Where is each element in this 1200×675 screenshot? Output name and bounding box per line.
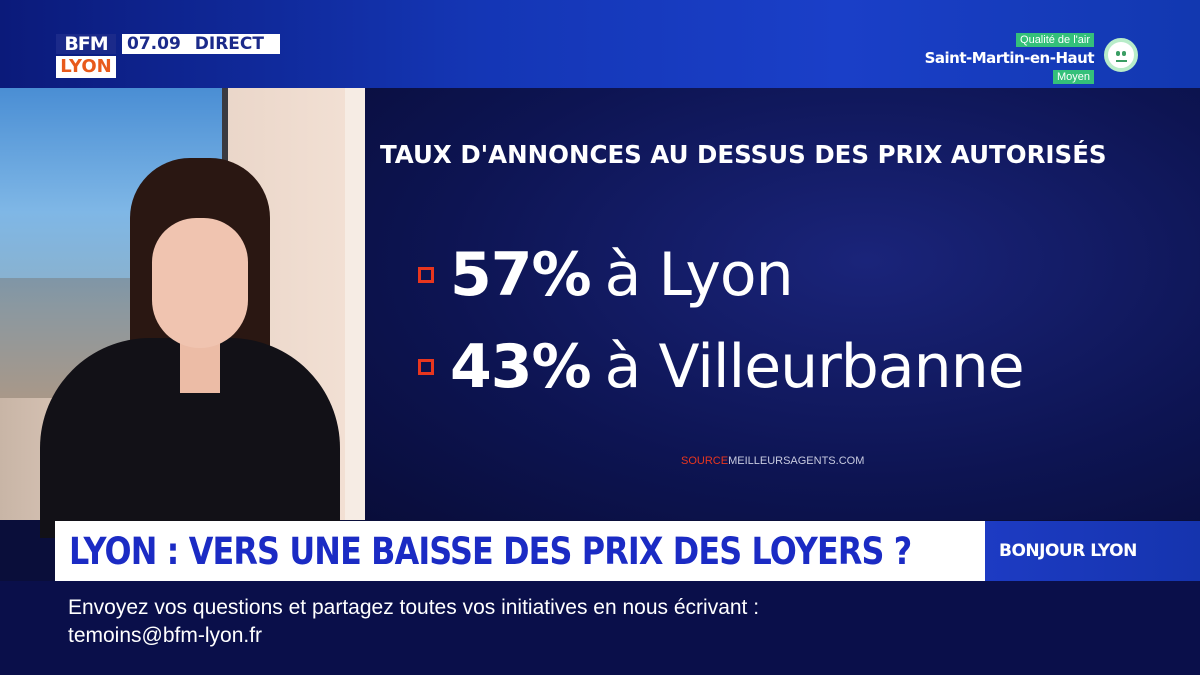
studio-wall [345,88,365,520]
graphic-title: TAUX D'ANNONCES AU DESSUS DES PRIX AUTOR… [380,140,1107,169]
air-quality-widget: Qualité de l'air Saint-Martin-en-Haut Mo… [924,30,1095,85]
headline-banner: LYON : VERS UNE BAISSE DES PRIX DES LOYE… [55,521,985,581]
logo-bottom-text: LYON [56,56,116,78]
channel-logo: BFM LYON [56,34,116,80]
clock-time: 07.09 [127,34,181,54]
stat-percent: 43% [450,332,592,402]
studio-background [0,88,365,538]
program-tag: BONJOUR LYON [985,521,1200,581]
headline-text: LYON : VERS UNE BAISSE DES PRIX DES LOYE… [69,529,912,573]
source-label: SOURCE [681,455,729,467]
ticker-bar [0,581,1200,675]
stat-lyon: 57% à Lyon [418,240,794,310]
stat-place: à Lyon [604,240,794,310]
source-value: MEILLEURSAGENTS.COM [728,455,865,467]
live-label: DIRECT [194,34,264,54]
info-graphic-panel [365,88,1200,520]
presenter [40,128,340,538]
stat-percent: 57% [450,240,592,310]
clock-badge: 07.09 DIRECT [122,34,280,54]
stat-place: à Villeurbanne [604,332,1025,402]
presenter-face [152,218,248,348]
air-quality-label: Qualité de l'air [1016,33,1094,47]
square-bullet-icon [418,267,434,284]
program-name: BONJOUR LYON [999,541,1137,561]
square-bullet-icon [418,359,434,376]
face-mouth [1116,60,1127,62]
ticker-line-1: Envoyez vos questions et partagez toutes… [68,596,760,619]
ticker-email: temoins@bfm-lyon.fr [68,624,263,647]
air-quality-location: Saint-Martin-en-Haut [924,49,1095,67]
stat-villeurbanne: 43% à Villeurbanne [418,332,1025,402]
graphic-source: SOURCEMEILLEURSAGENTS.COM [681,455,864,467]
neutral-face-icon [1104,38,1138,72]
air-quality-level: Moyen [1052,70,1094,84]
logo-top-text: BFM [56,34,116,54]
